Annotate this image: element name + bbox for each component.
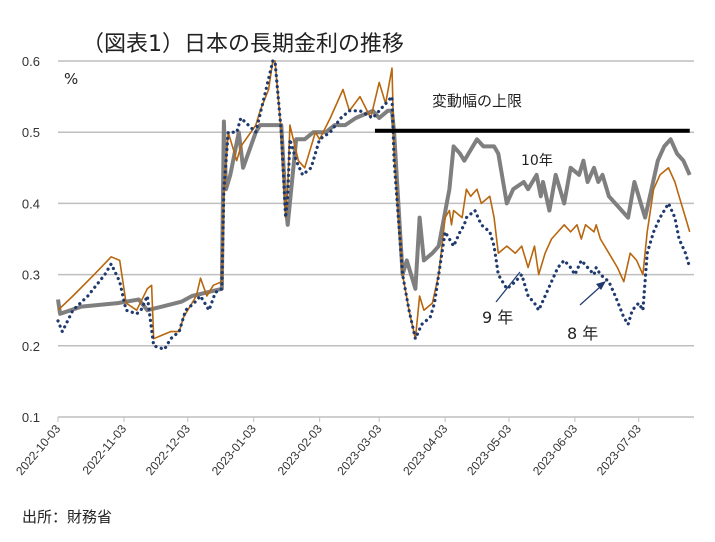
x-tick-label: 2023-03-03	[334, 422, 384, 478]
y-tick-label: 0.3	[22, 268, 40, 283]
label-8y: 8 年	[567, 324, 599, 343]
x-tick-label: 2023-06-03	[530, 422, 580, 478]
y-tick-label: 0.2	[22, 339, 40, 354]
x-tick-label: 2023-04-03	[400, 422, 450, 478]
y-tick-label: 0.4	[22, 196, 40, 211]
arrow-9y	[495, 271, 521, 303]
chart-title: （図表1）日本の長期金利の推移	[82, 32, 404, 57]
series-line-9年	[57, 60, 691, 340]
series-group	[56, 59, 692, 351]
x-tick-label: 2023-05-03	[464, 422, 514, 478]
label-10y: 10年	[521, 153, 553, 169]
x-tick-label: 2023-07-03	[594, 422, 644, 478]
x-tick-label: 2022-12-03	[143, 422, 193, 478]
label-9y: 9 年	[482, 308, 514, 327]
cap-label: 変動幅の上限	[432, 92, 523, 110]
y-axis: 0.1 0.2 0.3 0.4 0.5 0.6	[22, 54, 40, 425]
x-tick-label: 2022-11-03	[80, 422, 130, 478]
x-tick-label: 2023-02-03	[275, 422, 325, 478]
x-tick-label: 2022-10-03	[13, 422, 63, 478]
source-note: 出所：財務省	[22, 508, 113, 526]
x-axis: 2022-10-03 2022-11-03 2022-12-03 2023-01-03…	[13, 417, 644, 478]
series-line-10年	[56, 108, 692, 316]
y-tick-label: 0.5	[22, 125, 40, 140]
y-tick-label: 0.6	[22, 54, 40, 69]
arrow-8y-head	[596, 281, 606, 290]
y-axis-unit: %	[64, 70, 79, 88]
x-tick-label: 2023-01-03	[209, 422, 259, 478]
annotation-arrows	[495, 271, 606, 306]
arrow-8y	[579, 286, 601, 306]
y-tick-label: 0.1	[22, 410, 40, 425]
series-line-8年	[56, 59, 692, 351]
